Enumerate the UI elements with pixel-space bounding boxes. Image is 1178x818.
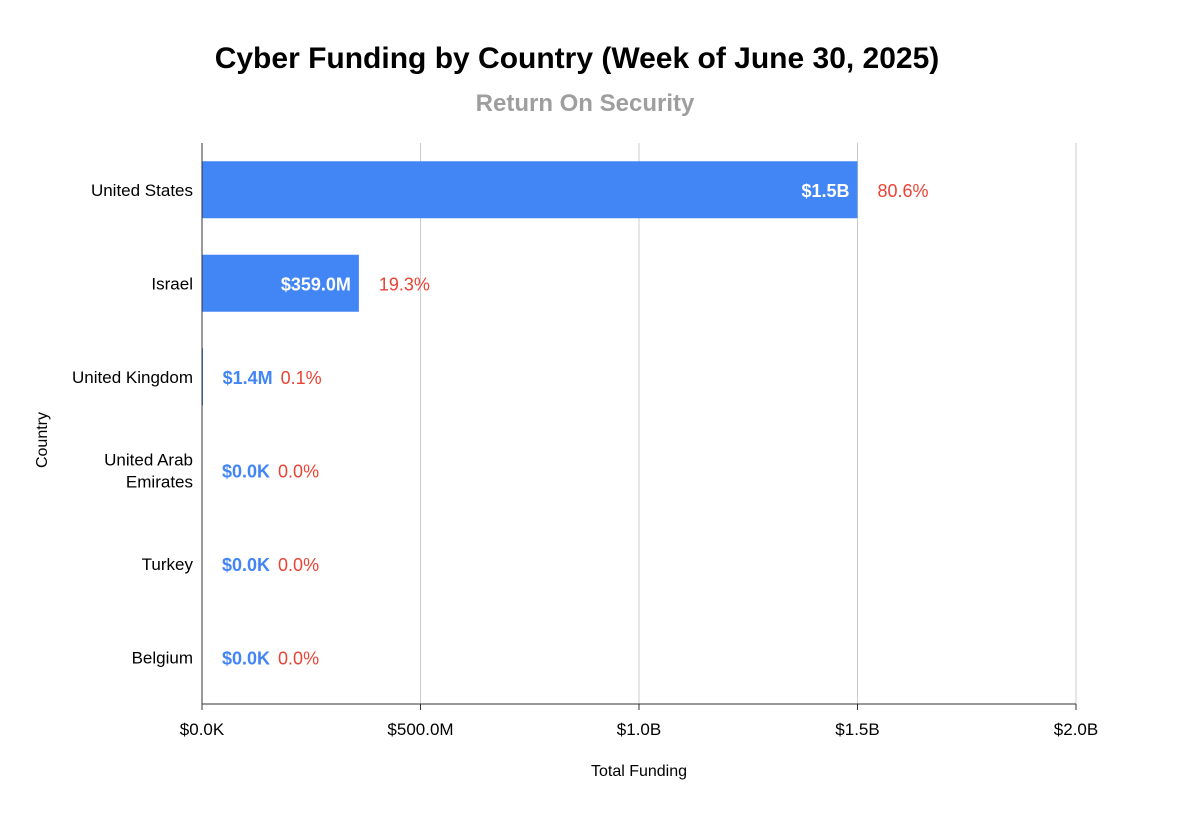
bar [202, 254, 359, 312]
value-label: $0.0K [222, 555, 270, 575]
labels: United States $1.5B 80.6% Israel $359.0M 19.3… [72, 181, 929, 669]
x-tick-label: $1.5B [835, 720, 879, 739]
axes: $0.0K $500.0M $1.0B $1.5B $2.0B [180, 143, 1098, 739]
x-tick-label: $2.0B [1054, 720, 1098, 739]
x-tick-label: $1.0B [617, 720, 661, 739]
value-label: $359.0M [281, 274, 351, 294]
percent-label: 0.1% [281, 368, 322, 388]
x-axis-title: Total Funding [591, 763, 687, 780]
value-label: $1.5B [801, 181, 849, 201]
value-label: $0.0K [222, 648, 270, 668]
category-label: Belgium [132, 648, 193, 667]
chart-title: Cyber Funding by Country (Week of June 3… [215, 42, 940, 75]
y-axis-title: Country [34, 412, 51, 468]
percent-label: 0.0% [278, 648, 319, 668]
chart-subtitle: Return On Security [476, 90, 695, 117]
bar [202, 161, 858, 219]
value-label: $0.0K [222, 461, 270, 481]
percent-label: 0.0% [278, 555, 319, 575]
percent-label: 80.6% [878, 181, 929, 201]
bars [202, 161, 858, 406]
percent-label: 0.0% [278, 461, 319, 481]
category-label: United Kingdom [72, 368, 193, 387]
value-label: $1.4M [223, 368, 273, 388]
x-tick-label: $500.0M [387, 720, 453, 739]
category-label: Israel [151, 274, 193, 293]
category-label: United States [91, 181, 193, 200]
category-label: Turkey [142, 555, 194, 574]
gridlines [420, 143, 1077, 704]
x-tick-label: $0.0K [180, 720, 225, 739]
category-label: United Arab Emirates [104, 450, 193, 491]
percent-label: 19.3% [379, 274, 430, 294]
